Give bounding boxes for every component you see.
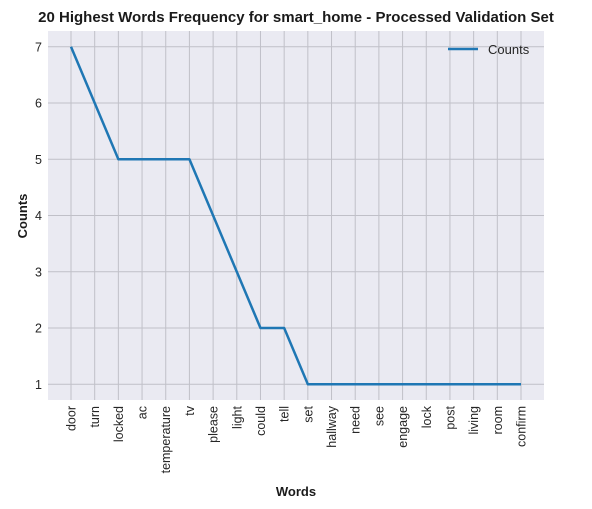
legend: Counts [448, 42, 530, 57]
x-tick-label: engage [396, 406, 410, 448]
x-tick-labels: door turn locked ac temperature tv please light… [65, 405, 529, 473]
y-tick-label: 3 [35, 265, 42, 279]
x-tick-label: need [349, 406, 363, 434]
x-tick-label: see [372, 406, 386, 426]
x-tick-label: turn [88, 406, 102, 428]
y-tick-label: 2 [35, 322, 42, 336]
legend-label-counts: Counts [488, 42, 530, 57]
y-tick-labels: 1 2 3 4 5 6 7 [35, 40, 42, 392]
x-tick-label: confirm [515, 406, 529, 447]
grid-lines [48, 31, 544, 400]
y-tick-label: 1 [35, 378, 42, 392]
x-tick-label: please [207, 406, 221, 443]
series-line-counts [69, 46, 521, 386]
x-tick-label: ac [136, 406, 150, 419]
x-tick-label: door [65, 406, 79, 431]
chart-title: 20 Highest Words Frequency for smart_hom… [38, 9, 554, 26]
y-tick-label: 7 [35, 40, 42, 54]
x-tick-label: temperature [159, 406, 173, 473]
x-tick-label: set [301, 405, 315, 422]
x-tick-label: locked [112, 406, 126, 442]
x-tick-label: could [254, 406, 268, 436]
x-tick-label: room [491, 406, 505, 434]
x-tick-label: living [467, 406, 481, 435]
x-tick-label: post [443, 405, 457, 429]
x-tick-label: lock [420, 405, 434, 428]
y-tick-label: 5 [35, 153, 42, 167]
y-tick-label: 4 [35, 209, 42, 223]
y-tick-label: 6 [35, 97, 42, 111]
x-axis-label: Words [276, 484, 316, 499]
x-tick-label: light [230, 405, 244, 428]
y-axis-label: Counts [15, 194, 30, 239]
x-tick-label: hallway [325, 405, 339, 447]
x-tick-label: tell [278, 406, 292, 422]
x-tick-label: tv [183, 405, 197, 415]
